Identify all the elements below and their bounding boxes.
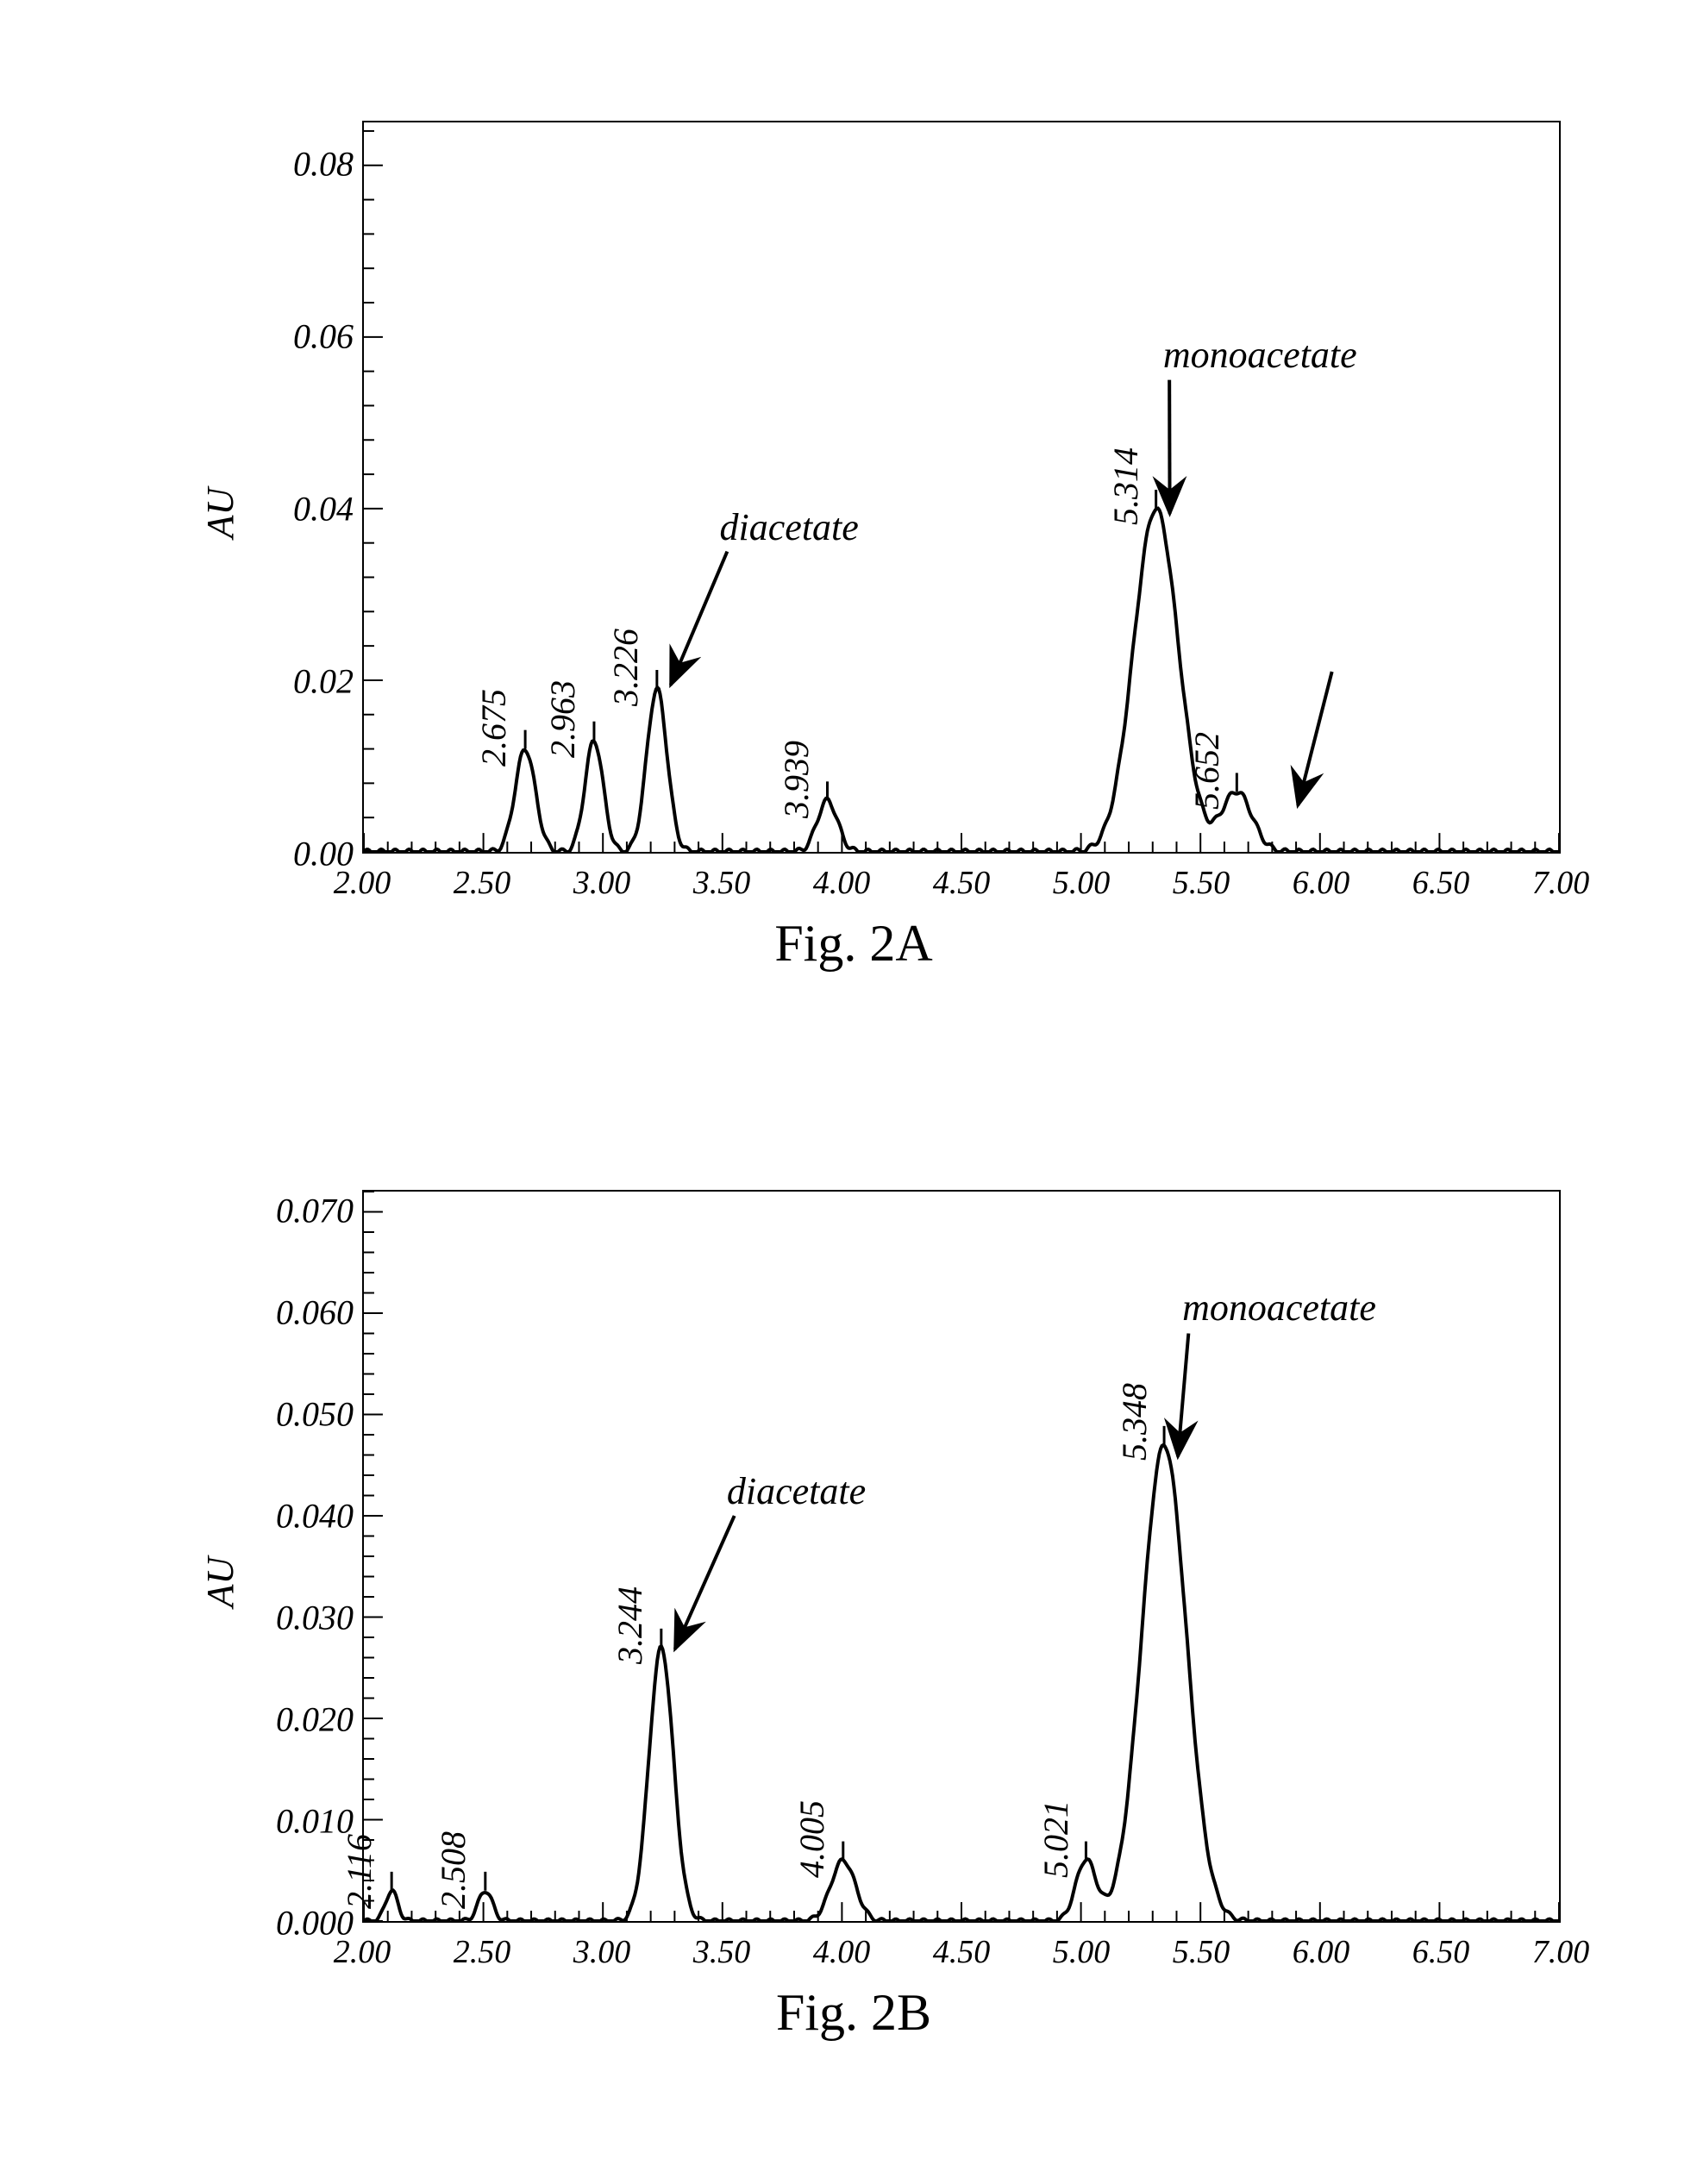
y-tick-label: 0.020 xyxy=(233,1699,360,1739)
x-ticks-b: 2.002.503.003.504.004.505.005.506.006.50… xyxy=(362,1923,1561,1983)
x-tick-label: 2.50 xyxy=(454,864,511,902)
x-tick-label: 7.00 xyxy=(1532,1933,1590,1971)
x-tick-label: 3.50 xyxy=(693,864,751,902)
chromatogram-b-plot: 2.1162.5083.2444.0055.0215.348diacetatem… xyxy=(362,1190,1561,1923)
x-tick-label: 6.00 xyxy=(1293,864,1350,902)
y-tick-label: 0.04 xyxy=(233,489,360,529)
x-tick-label: 4.00 xyxy=(813,1933,871,1971)
y-ticks-a: 0.000.020.040.060.08 xyxy=(147,121,362,854)
x-tick-label: 5.50 xyxy=(1173,864,1230,902)
figure-caption-a: Fig. 2A xyxy=(774,914,932,973)
x-tick-label: 7.00 xyxy=(1532,864,1590,902)
x-tick-label: 3.00 xyxy=(573,1933,631,1971)
x-tick-label: 3.00 xyxy=(573,864,631,902)
x-tick-label: 5.00 xyxy=(1053,864,1111,902)
y-tick-label: 0.070 xyxy=(233,1190,360,1230)
x-tick-label: 4.00 xyxy=(813,864,871,902)
x-tick-label: 4.50 xyxy=(933,864,991,902)
chromatogram-a-plot: 2.6752.9633.2263.9395.3145.652diacetatem… xyxy=(362,121,1561,854)
x-tick-label: 6.50 xyxy=(1412,1933,1470,1971)
x-tick-label: 6.00 xyxy=(1293,1933,1350,1971)
x-tick-label: 3.50 xyxy=(693,1933,751,1971)
x-tick-label: 2.00 xyxy=(334,1933,391,1971)
panel-b: 2.1162.5083.2444.0055.0215.348diacetatem… xyxy=(147,1190,1561,2138)
y-tick-label: 0.02 xyxy=(233,661,360,702)
panel-a: 2.6752.9633.2263.9395.3145.652diacetatem… xyxy=(147,121,1561,1069)
y-tick-label: 0.010 xyxy=(233,1800,360,1841)
y-tick-label: 0.030 xyxy=(233,1597,360,1637)
y-tick-label: 0.040 xyxy=(233,1495,360,1536)
x-tick-label: 2.50 xyxy=(454,1933,511,1971)
x-ticks-a: 2.002.503.003.504.004.505.005.506.006.50… xyxy=(362,854,1561,914)
y-tick-label: 0.050 xyxy=(233,1393,360,1434)
x-tick-label: 5.50 xyxy=(1173,1933,1230,1971)
x-tick-label: 4.50 xyxy=(933,1933,991,1971)
x-tick-label: 6.50 xyxy=(1412,864,1470,902)
y-ticks-b: 0.0000.0100.0200.0300.0400.0500.0600.070 xyxy=(147,1190,362,1923)
figure-caption-b: Fig. 2B xyxy=(776,1983,931,2043)
y-tick-label: 0.060 xyxy=(233,1292,360,1332)
y-tick-label: 0.06 xyxy=(233,316,360,357)
y-tick-label: 0.08 xyxy=(233,144,360,185)
x-tick-label: 5.00 xyxy=(1053,1933,1111,1971)
x-tick-label: 2.00 xyxy=(334,864,391,902)
